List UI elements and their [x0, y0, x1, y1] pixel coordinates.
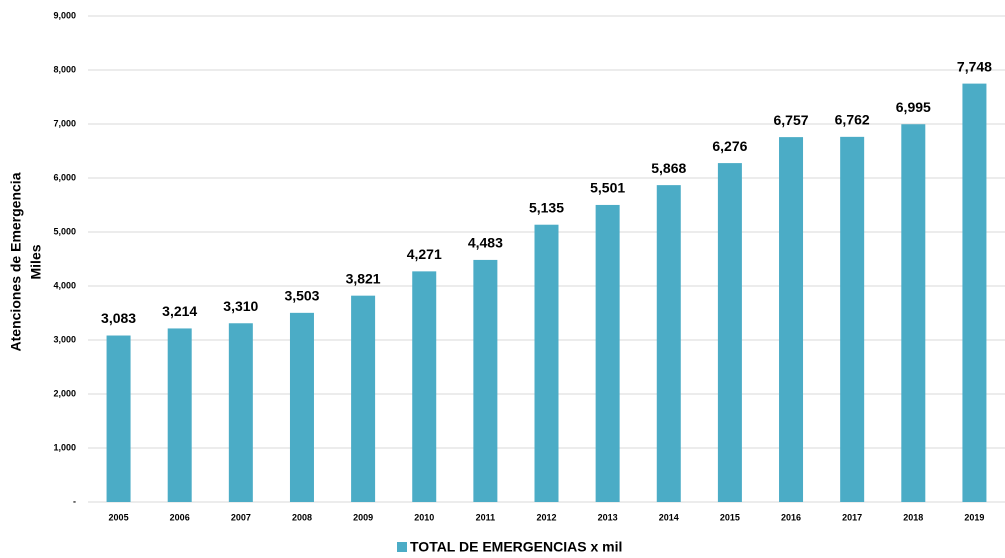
y-tick-label: -	[73, 496, 76, 506]
data-label: 3,310	[223, 298, 258, 314]
bar	[717, 163, 742, 502]
y-tick-label: 3,000	[53, 334, 76, 344]
bar	[534, 224, 559, 502]
x-tick-label: 2012	[536, 512, 556, 522]
x-tick-label: 2017	[842, 512, 862, 522]
y-tick-label: 9,000	[53, 10, 76, 20]
y-tick-label: 1,000	[53, 442, 76, 452]
data-label: 6,762	[835, 112, 870, 128]
x-tick-label: 2011	[476, 512, 496, 522]
x-tick-label: 2007	[231, 512, 251, 522]
bar	[901, 124, 926, 503]
data-label: 4,271	[407, 246, 442, 262]
y-tick-label: 4,000	[53, 280, 76, 290]
bar	[289, 312, 314, 502]
x-tick-label: 2014	[659, 512, 679, 522]
x-tick-label: 2016	[781, 512, 801, 522]
bar	[840, 136, 865, 503]
data-label: 3,214	[162, 303, 197, 319]
y-axis-label: Miles	[28, 244, 44, 279]
y-tick-label: 6,000	[53, 172, 76, 182]
bar	[473, 259, 498, 502]
x-tick-label: 2006	[170, 512, 190, 522]
data-label: 4,483	[468, 235, 503, 251]
bar	[351, 295, 376, 502]
x-tick-label: 2009	[353, 512, 373, 522]
data-label: 7,748	[957, 58, 992, 74]
bar	[228, 323, 253, 502]
data-label: 5,868	[651, 160, 686, 176]
bar	[412, 271, 437, 502]
data-label: 3,821	[346, 270, 381, 286]
bar	[962, 83, 987, 502]
data-label: 5,501	[590, 180, 625, 196]
y-tick-label: 7,000	[53, 118, 76, 128]
data-label: 5,135	[529, 199, 564, 215]
data-label: 6,995	[896, 99, 931, 115]
x-tick-label: 2013	[598, 512, 618, 522]
data-label: 3,083	[101, 310, 136, 326]
x-tick-label: 2018	[903, 512, 923, 522]
x-tick-label: 2015	[720, 512, 740, 522]
data-label: 6,757	[774, 112, 809, 128]
y-tick-label: 8,000	[53, 64, 76, 74]
data-label: 6,276	[712, 138, 747, 154]
bar	[656, 185, 681, 503]
x-tick-label: 2005	[109, 512, 129, 522]
y-tick-label: 2,000	[53, 388, 76, 398]
bar	[779, 137, 804, 502]
bar	[106, 335, 131, 502]
y-axis-label: Atenciones de Emergencia	[8, 172, 24, 351]
x-tick-label: 2008	[292, 512, 312, 522]
x-tick-label: 2019	[964, 512, 984, 522]
x-tick-label: 2010	[414, 512, 434, 522]
bar	[595, 204, 620, 503]
legend-swatch	[397, 542, 407, 552]
data-label: 3,503	[284, 288, 319, 304]
bar	[167, 328, 192, 502]
y-tick-label: 5,000	[53, 226, 76, 236]
legend-label: TOTAL DE EMERGENCIAS x mil	[410, 539, 622, 555]
